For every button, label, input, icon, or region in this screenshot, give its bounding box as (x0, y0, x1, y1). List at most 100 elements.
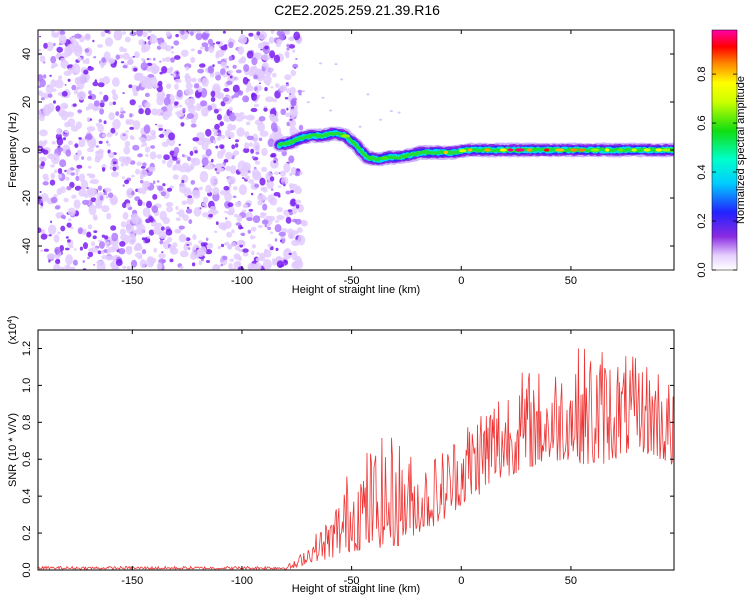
noise-speck (198, 186, 203, 191)
noise-speck (132, 144, 140, 151)
noise-speck (228, 263, 233, 270)
noise-speck (67, 239, 71, 243)
noise-speck (222, 30, 226, 34)
noise-speck (397, 111, 401, 114)
noise-speck (215, 74, 222, 81)
noise-speck (60, 57, 66, 63)
noise-speck (87, 95, 93, 100)
noise-speck (71, 194, 77, 199)
noise-speck (108, 112, 115, 121)
noise-speck (39, 129, 48, 137)
noise-speck (205, 237, 209, 241)
noise-speck (76, 164, 83, 169)
noise-speck (196, 30, 201, 34)
noise-speck (159, 239, 164, 245)
noise-speck (210, 175, 218, 187)
noise-speck (74, 143, 79, 148)
noise-speck (195, 103, 202, 112)
noise-speck (103, 94, 109, 102)
noise-speck (179, 250, 189, 258)
noise-speck (83, 69, 89, 75)
noise-speck (190, 31, 194, 36)
noise-speck (261, 219, 269, 225)
noise-speck (254, 160, 261, 165)
noise-speck (227, 69, 233, 74)
noise-speck (98, 140, 103, 144)
noise-speck (179, 116, 184, 120)
noise-speck (88, 173, 96, 179)
noise-speck (264, 45, 269, 50)
noise-speck (218, 132, 222, 137)
noise-speck (106, 212, 112, 220)
noise-speck (64, 84, 67, 86)
noise-speck (131, 190, 135, 196)
noise-speck (240, 226, 244, 229)
noise-speck (205, 128, 212, 137)
noise-speck (54, 169, 58, 174)
y-tick-label: 0.6 (21, 452, 33, 467)
noise-speck (65, 236, 69, 239)
noise-speck (75, 168, 80, 173)
noise-speck (242, 76, 249, 85)
noise-speck (126, 246, 133, 255)
noise-speck (159, 210, 167, 221)
ridge-peak (526, 148, 533, 152)
noise-speck (51, 63, 59, 68)
noise-speck (234, 143, 239, 148)
noise-speck (340, 78, 344, 81)
noise-speck (255, 90, 259, 94)
noise-speck (238, 184, 247, 196)
noise-speck (185, 208, 193, 214)
noise-speck (201, 157, 209, 166)
noise-speck (288, 183, 294, 189)
noise-speck (199, 63, 206, 68)
noise-speck (55, 133, 63, 141)
noise-speck (59, 186, 66, 194)
noise-speck (296, 227, 303, 233)
noise-speck (144, 107, 151, 116)
noise-speck (142, 142, 148, 147)
noise-speck (207, 38, 214, 46)
x-tick-label: -50 (344, 575, 360, 587)
noise-speck (174, 55, 181, 60)
noise-speck (227, 123, 233, 132)
noise-speck (58, 109, 66, 117)
noise-speck (48, 234, 52, 237)
noise-speck (152, 180, 156, 185)
noise-speck (76, 149, 82, 157)
noise-speck (54, 246, 61, 255)
noise-speck (151, 205, 158, 214)
noise-speck (276, 38, 283, 45)
noise-speck (122, 202, 127, 209)
noise-speck (288, 44, 296, 49)
noise-speck (172, 156, 178, 161)
noise-speck (232, 84, 240, 93)
noise-speck (140, 62, 148, 71)
noise-speck (214, 71, 219, 76)
noise-speck (290, 98, 297, 107)
x-tick-label: 0 (458, 575, 464, 587)
noise-speck (297, 89, 303, 94)
noise-speck (246, 135, 254, 141)
noise-speck (261, 41, 268, 46)
noise-speck (53, 100, 56, 104)
noise-speck (220, 163, 225, 167)
noise-speck (59, 30, 66, 36)
noise-speck (99, 195, 104, 201)
noise-speck (251, 250, 255, 256)
snr-panel: -150 -100 -50 0 50 0.0 0.2 0.4 0.6 0.8 1.0 1.2 Hei… (7, 316, 675, 595)
noise-speck (124, 36, 131, 43)
noise-speck (169, 258, 174, 263)
noise-speck (197, 49, 202, 55)
noise-speck (119, 113, 125, 119)
noise-speck (244, 142, 250, 149)
noise-speck (195, 32, 203, 41)
noise-speck (102, 76, 111, 85)
noise-speck (110, 225, 117, 231)
noise-speck (107, 149, 111, 154)
noise-speck (67, 78, 71, 82)
noise-speck (232, 76, 239, 81)
noise-speck (145, 146, 151, 153)
noise-speck (85, 106, 90, 111)
noise-speck (201, 31, 209, 41)
